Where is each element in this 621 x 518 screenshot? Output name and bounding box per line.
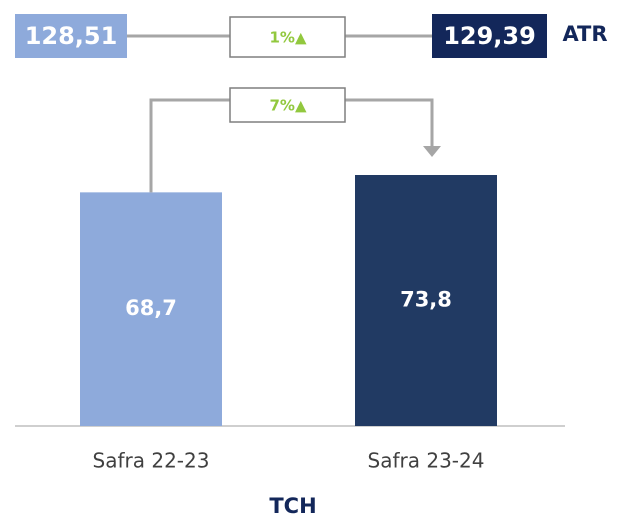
x-tick-label: Safra 23-24 — [368, 449, 485, 473]
atr-box — [432, 14, 547, 58]
atr-value: 128,51 — [25, 22, 118, 50]
atr-box — [15, 14, 127, 58]
value-label: 73,8 — [400, 288, 452, 312]
value-label: 68,7 — [125, 296, 177, 320]
atr-label: ATR — [562, 22, 607, 46]
bar — [80, 192, 222, 426]
change-box — [229, 87, 346, 123]
atr-change-box — [229, 16, 346, 58]
bar — [355, 175, 497, 426]
atr-change-label: 1%▲ — [269, 29, 306, 47]
x-axis-label: TCH — [269, 494, 316, 518]
atr-value: 129,39 — [443, 22, 536, 50]
change-label: 7%▲ — [269, 97, 306, 115]
arrow-head — [423, 146, 441, 157]
x-tick-label: Safra 22-23 — [93, 449, 210, 473]
